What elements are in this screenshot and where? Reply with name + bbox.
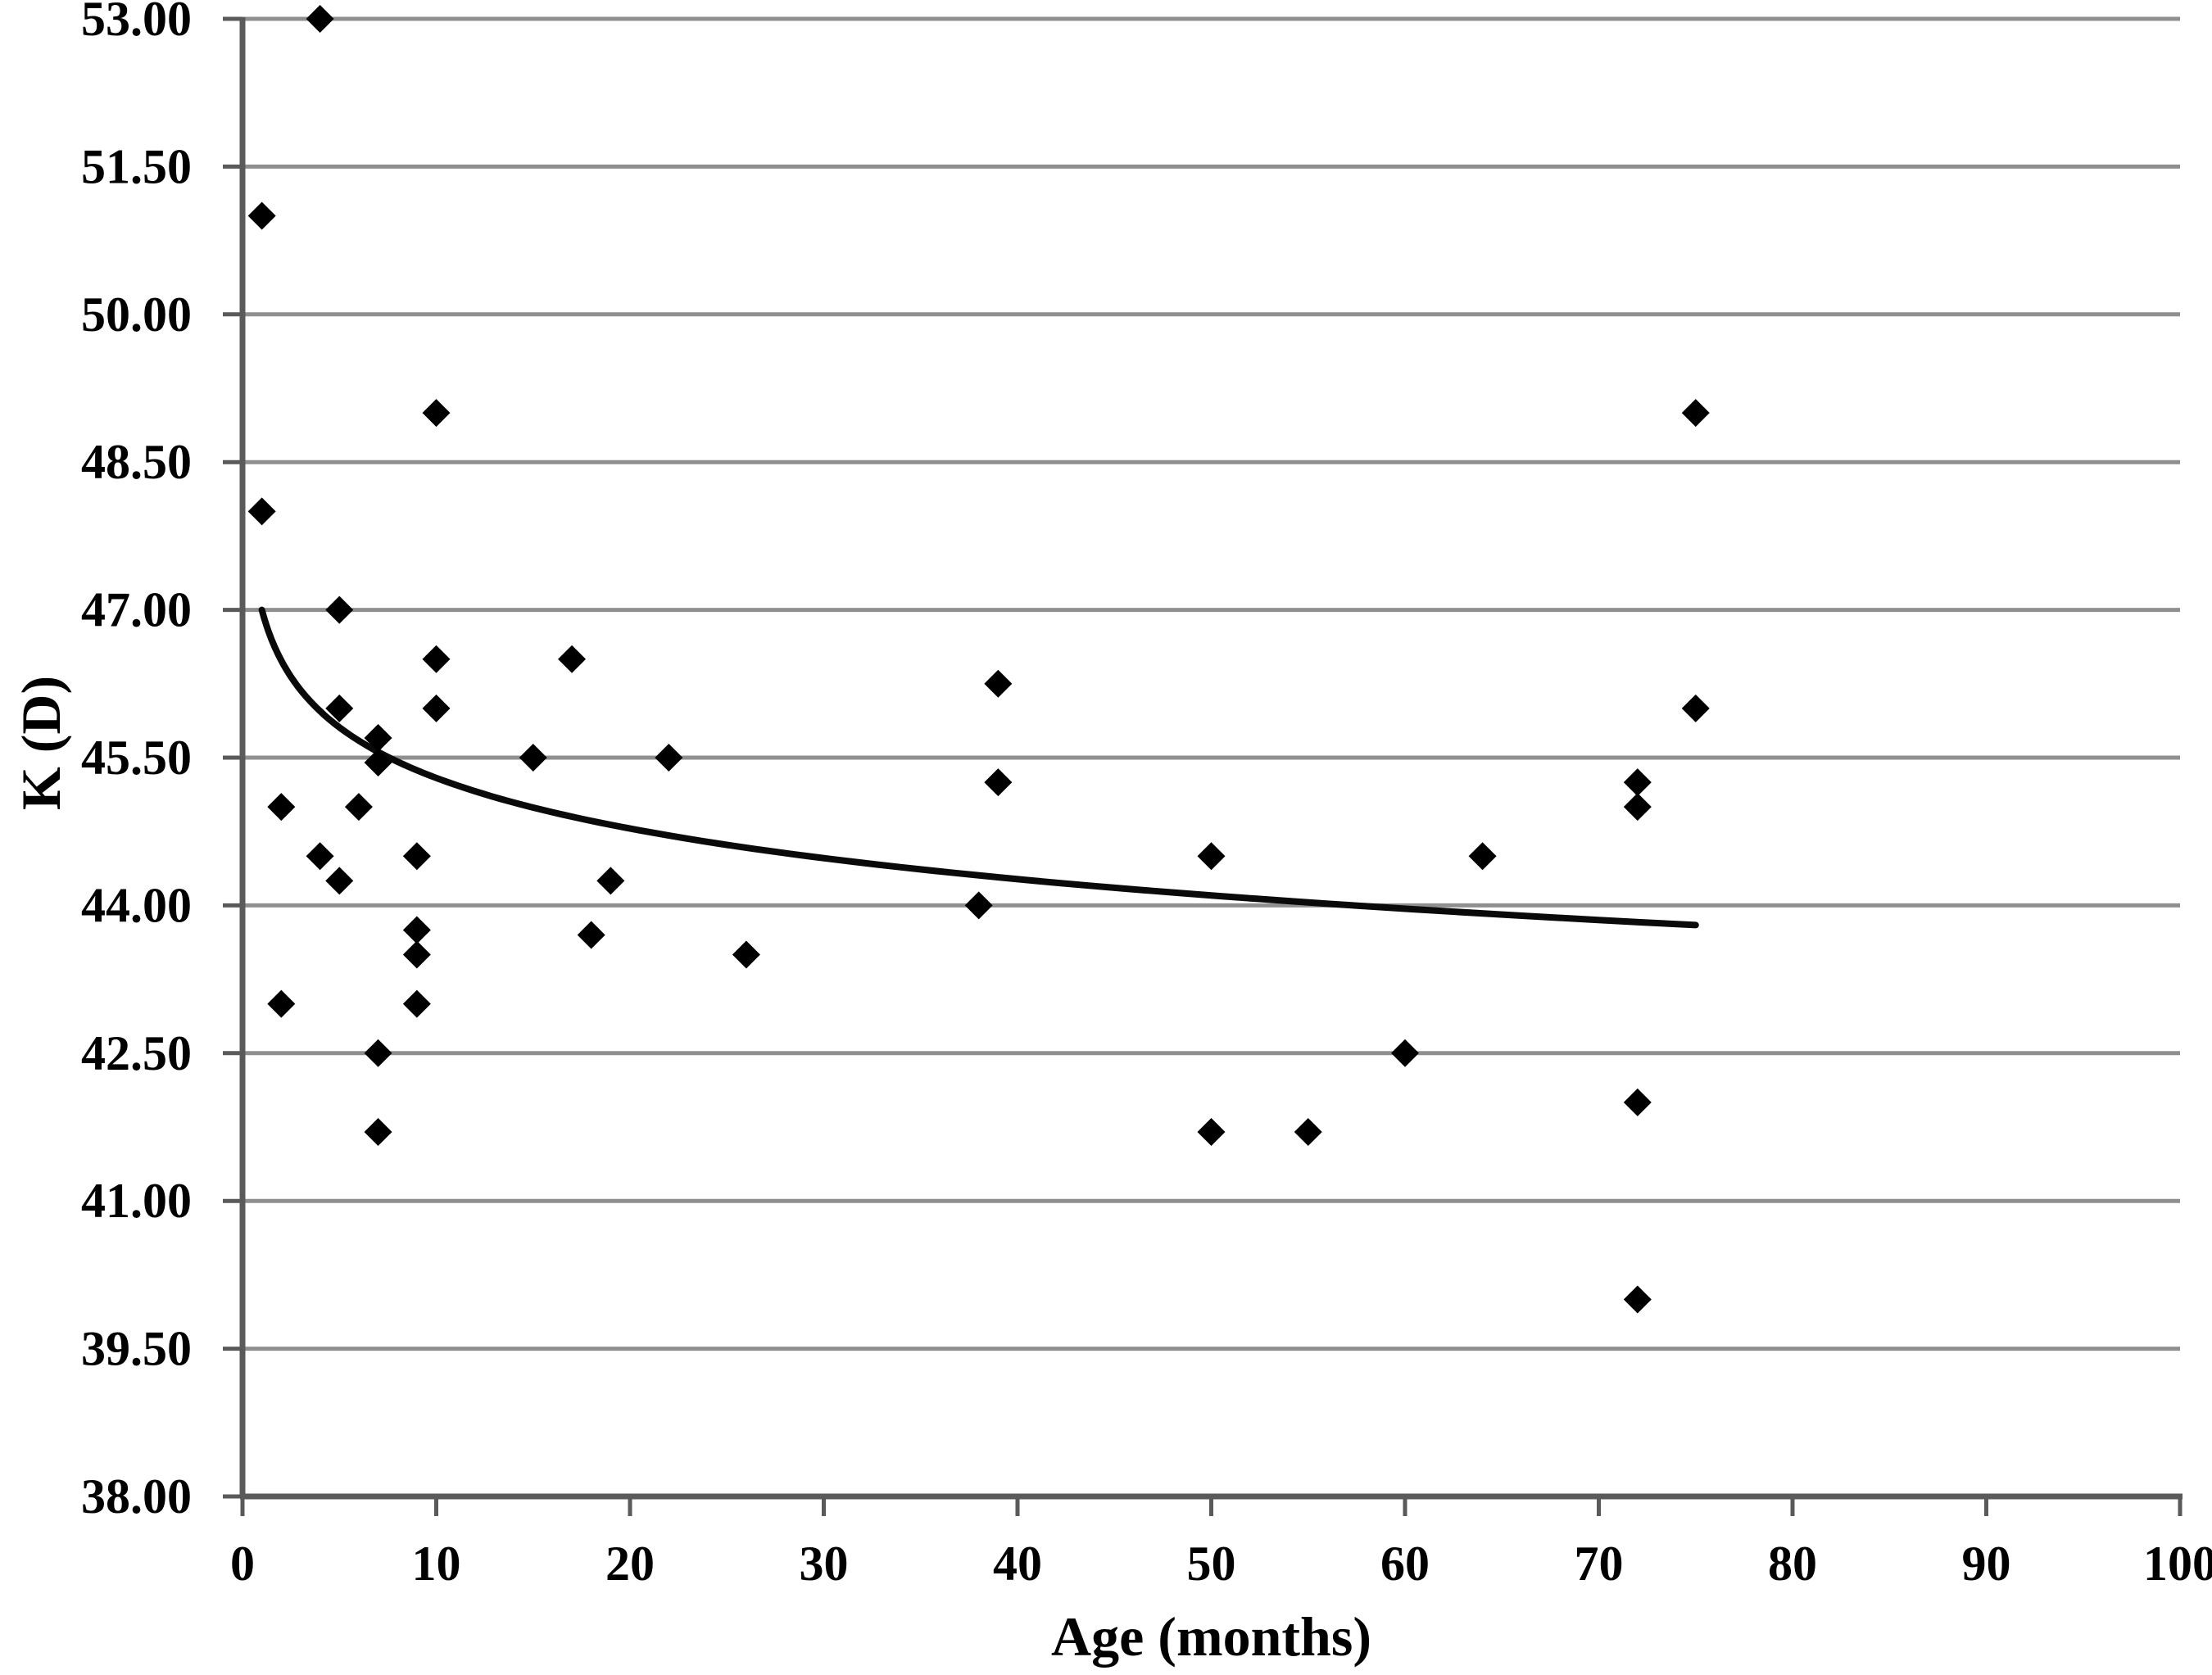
x-tick-label: 70 [1575,1537,1624,1591]
y-tick-label: 38.00 [81,1469,192,1523]
data-point [1197,842,1226,871]
y-tick-label: 53.00 [81,0,192,46]
data-point [247,497,276,526]
data-point [1197,1118,1226,1147]
x-tick-label: 0 [230,1537,255,1591]
x-tick-label: 40 [993,1537,1042,1591]
y-tick-label: 41.00 [81,1174,192,1228]
data-point [1681,399,1710,428]
data-point [519,744,547,772]
x-tick-label: 50 [1187,1537,1236,1591]
y-tick-label: 42.50 [81,1026,192,1080]
data-point [306,842,334,871]
data-point [247,201,276,230]
x-axis-title: Age (months) [1051,1605,1371,1668]
y-axis-title: K (D) [10,676,72,810]
data-point [402,989,431,1018]
data-point [267,989,296,1018]
y-tick-label: 47.00 [81,583,192,637]
y-tick-label: 44.00 [81,878,192,932]
x-tick-label: 80 [1768,1537,1817,1591]
data-point [1468,842,1497,871]
data-point [422,399,451,428]
data-point [402,842,431,871]
data-point [364,749,392,777]
data-point [364,1118,392,1147]
x-tick-label: 90 [1962,1537,2011,1591]
data-point [1623,1088,1652,1116]
data-point [1391,1039,1419,1067]
data-point [558,645,587,673]
data-point [964,891,993,920]
data-point [596,867,625,895]
data-point [732,940,760,969]
data-point [422,645,451,673]
data-point [422,694,451,722]
data-point [655,744,683,772]
data-point [402,916,431,944]
data-point [267,793,296,822]
y-tick-label: 45.50 [81,731,192,785]
data-point [1623,768,1652,797]
data-point [325,867,354,895]
data-point [1681,694,1710,722]
x-tick-label: 30 [800,1537,849,1591]
data-point [402,940,431,969]
x-tick-label: 60 [1380,1537,1430,1591]
data-point [984,669,1013,698]
data-point [364,723,392,752]
data-point [306,5,334,33]
trend-curve [258,606,1699,929]
x-tick-label: 20 [605,1537,655,1591]
data-point [1623,793,1652,822]
y-tick-label: 39.50 [81,1322,192,1376]
data-point [984,768,1013,797]
data-point [325,595,354,624]
data-point [1294,1118,1322,1147]
x-tick-label: 10 [412,1537,461,1591]
data-point [577,921,605,949]
data-point [325,694,354,722]
y-tick-label: 50.00 [81,287,192,342]
x-tick-label: 100 [2143,1537,2212,1591]
data-point [1623,1285,1652,1314]
y-tick-label: 48.50 [81,435,192,489]
data-point [364,1039,392,1067]
data-point [344,793,373,822]
y-tick-label: 51.50 [81,139,192,193]
